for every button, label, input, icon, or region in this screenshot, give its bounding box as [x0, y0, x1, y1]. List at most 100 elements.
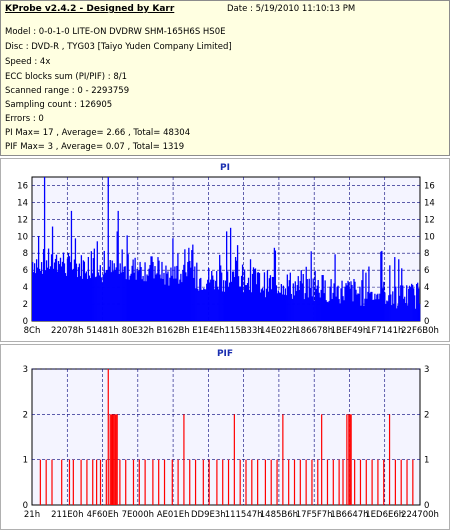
pif-bar — [183, 414, 185, 505]
pif-x-tick-label: DD9E3h — [191, 510, 226, 520]
pi-bar — [311, 296, 313, 321]
pi-bar — [88, 275, 91, 321]
pi-bar — [257, 272, 260, 321]
pi-bar — [48, 268, 51, 321]
pi-bar — [246, 283, 249, 321]
pif-x-tick-label: 111547h — [225, 510, 263, 520]
pi-bar — [45, 260, 48, 321]
pi-bar — [380, 251, 382, 321]
pi-bar — [396, 308, 398, 321]
pi-bar — [265, 288, 268, 321]
pif-y-tick-label-left: 3 — [23, 365, 28, 375]
pi-bar — [196, 262, 198, 321]
pi-bar — [381, 250, 383, 321]
pi-bar — [379, 293, 381, 321]
pif-bar — [125, 459, 127, 505]
pi-y-tick-label-right: 8 — [424, 249, 429, 259]
pi-bar — [321, 275, 323, 321]
pi-bar — [356, 294, 358, 321]
pi-bar — [284, 288, 286, 321]
pi-bar — [43, 177, 46, 321]
pi-bar — [33, 263, 36, 321]
pif-bar — [354, 459, 356, 505]
pi-bar — [65, 275, 68, 321]
pi-x-tick-label: 8Ch — [24, 326, 41, 336]
pi-bar — [103, 250, 105, 321]
pi-x-tick-label: 1F7141h — [366, 326, 403, 336]
pi-bar — [109, 260, 111, 321]
pi-bar — [336, 286, 338, 321]
pi-bar — [131, 265, 133, 321]
pi-bar — [264, 297, 267, 321]
pi-bar — [96, 241, 98, 321]
pi-bar — [60, 266, 63, 321]
pif-bar — [349, 414, 351, 505]
pi-bar — [144, 262, 146, 321]
pi-bar — [418, 288, 420, 321]
pi-bar — [226, 231, 228, 321]
pi-bar — [80, 255, 83, 321]
pi-bar — [261, 288, 264, 321]
pi-bar — [214, 289, 216, 321]
pi-bar — [363, 305, 365, 321]
pif-y-tick-label-right: 3 — [424, 365, 429, 375]
pi-bar — [115, 267, 117, 321]
pi-bar — [105, 269, 107, 321]
pi-bar — [390, 294, 392, 321]
pif-bar — [177, 459, 179, 505]
pif-bar — [68, 459, 71, 505]
pi-bar — [104, 272, 106, 321]
pi-bar — [42, 248, 45, 321]
pi-bar — [403, 298, 405, 321]
pi-bar — [416, 283, 418, 321]
pi-bar — [361, 280, 363, 321]
pi-bar — [215, 280, 217, 321]
pi-bar — [322, 275, 324, 321]
pi-bar — [186, 276, 188, 321]
pi-bar — [211, 271, 213, 321]
pi-bar — [63, 263, 66, 321]
pi-bar — [121, 249, 123, 321]
pi-bar — [350, 281, 352, 321]
info-ecc-blocks: ECC blocks sum (PI/PIF) : 8/1 — [5, 72, 128, 82]
pi-bar — [398, 259, 400, 321]
pi-bar — [277, 290, 280, 321]
pi-bar — [41, 273, 44, 321]
pif-bar — [317, 459, 319, 505]
pif-bar — [202, 459, 204, 505]
pif-bar — [371, 459, 373, 505]
pi-bar — [165, 265, 167, 321]
pi-bar — [408, 288, 410, 321]
pi-bar — [176, 265, 178, 321]
pif-bar — [171, 459, 173, 505]
pi-bar — [190, 267, 192, 321]
pi-bar — [162, 278, 164, 321]
pif-bar — [293, 459, 296, 505]
pi-bar — [168, 285, 170, 321]
pif-bar — [61, 459, 63, 505]
pi-bar — [139, 261, 141, 321]
pi-bar — [180, 273, 182, 321]
pi-bar — [70, 210, 73, 321]
pi-bar — [56, 271, 59, 321]
pi-bar — [404, 296, 406, 321]
pi-bar — [397, 305, 399, 321]
pi-bar — [122, 271, 124, 321]
pi-bar — [64, 273, 67, 321]
pi-bar — [226, 271, 229, 321]
pi-x-tick-label: 22F6B0h — [401, 326, 439, 336]
pif-x-tick-label: 1B6647h — [330, 510, 368, 520]
pi-bar — [399, 295, 401, 321]
pi-x-tick-label: 22078h — [51, 326, 83, 336]
pi-bar — [323, 293, 325, 321]
pi-bar — [331, 299, 333, 321]
pif-bar — [257, 459, 259, 505]
pi-y-tick-label-right: 14 — [424, 198, 435, 208]
pi-bar — [260, 289, 263, 321]
pif-bar — [276, 459, 278, 505]
pi-bar — [310, 251, 312, 321]
pi-bar — [155, 274, 157, 321]
pi-bar — [182, 270, 184, 321]
pi-bar — [362, 269, 364, 321]
pi-bar — [301, 283, 303, 321]
